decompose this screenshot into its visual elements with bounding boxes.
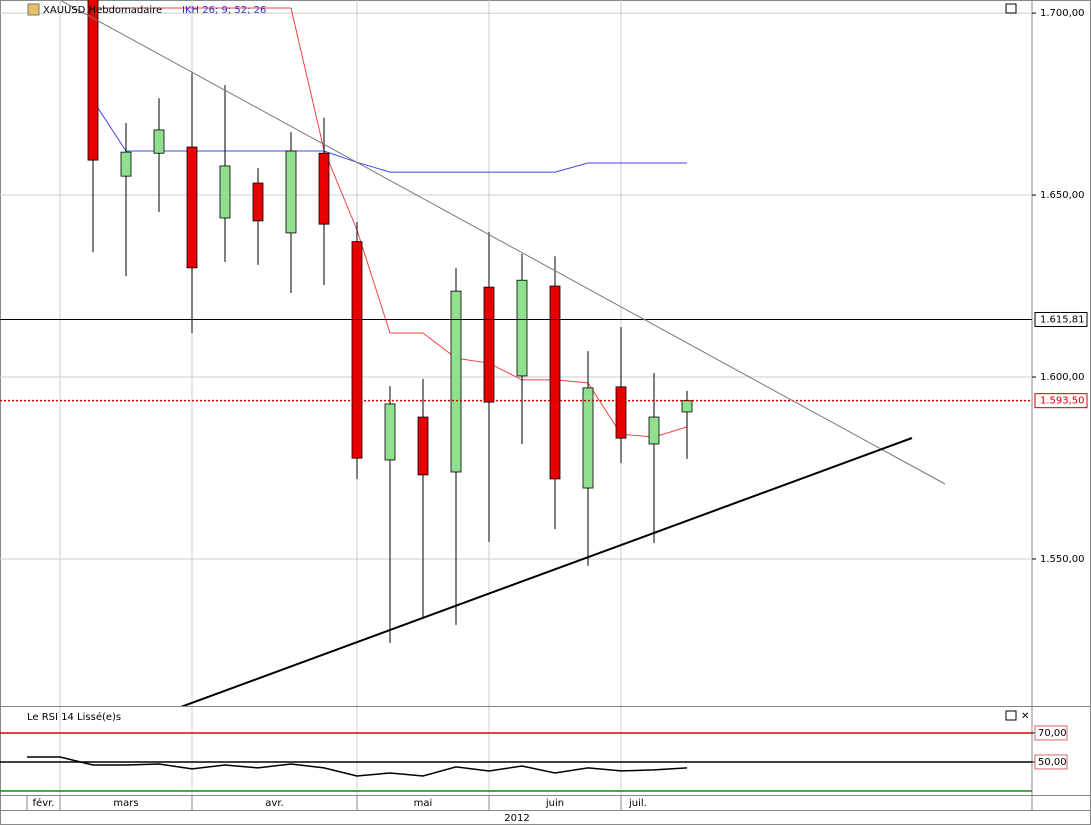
rsi-pane xyxy=(0,707,1032,795)
x-axis-label: 2012 xyxy=(504,813,529,824)
line-series xyxy=(27,756,688,777)
candle-body xyxy=(219,165,231,219)
symbol-icon[interactable] xyxy=(27,3,40,16)
price-level-label: 1.593,50 xyxy=(1040,396,1085,407)
candle-body xyxy=(153,129,165,154)
candle-body xyxy=(648,416,660,445)
candle-body xyxy=(450,290,462,473)
x-tick-label: avr. xyxy=(265,798,283,809)
trendline xyxy=(180,437,913,706)
maximize-button[interactable] xyxy=(1005,710,1017,721)
candle-body xyxy=(318,152,330,225)
candle-body xyxy=(681,400,693,413)
symbol-title[interactable]: XAUUSD Hebdomadaire xyxy=(43,5,162,16)
candle-body xyxy=(549,285,561,480)
candle-body xyxy=(582,387,594,489)
y-tick-box xyxy=(1034,754,1068,770)
candle-body xyxy=(615,386,627,439)
candle-body xyxy=(120,151,132,177)
y-tick-label: 1.600,00 xyxy=(1040,372,1085,383)
x-tick-label: juil. xyxy=(628,798,647,809)
candle-body xyxy=(186,146,198,269)
x-tick-label: mars xyxy=(113,798,138,809)
candle-body xyxy=(516,279,528,377)
maximize-button[interactable] xyxy=(1005,3,1017,14)
candle-body xyxy=(384,403,396,461)
y-tick-box xyxy=(1034,725,1068,741)
y-tick-label: 50,00 xyxy=(1038,757,1067,768)
trendline xyxy=(59,0,946,485)
main-pane xyxy=(0,0,1032,706)
y-tick-label: 1.700,00 xyxy=(1040,8,1085,19)
candle-body xyxy=(252,182,264,222)
y-tick-label: 70,00 xyxy=(1038,728,1067,739)
candle-body xyxy=(351,241,363,459)
indicator-title[interactable]: IKH 26; 9; 52; 26 xyxy=(182,5,266,16)
candle-body xyxy=(417,416,429,476)
price-level-box xyxy=(1034,393,1088,409)
candle-body xyxy=(483,286,495,403)
x-tick-label: juin xyxy=(545,798,564,809)
price-level-box xyxy=(1034,311,1088,327)
price-level-label: 1.615,81 xyxy=(1040,314,1085,325)
close-button[interactable]: ✕ xyxy=(1021,711,1029,722)
y-tick-label: 1.550,00 xyxy=(1040,554,1085,565)
candle-body xyxy=(87,0,99,161)
candle-body xyxy=(285,150,297,234)
rsi-title[interactable]: Le RSI 14 Lissé(e)s xyxy=(27,711,121,723)
x-tick-label: mai xyxy=(414,798,433,809)
y-tick-label: 1.650,00 xyxy=(1040,190,1085,201)
x-tick-label: févr. xyxy=(33,797,55,809)
